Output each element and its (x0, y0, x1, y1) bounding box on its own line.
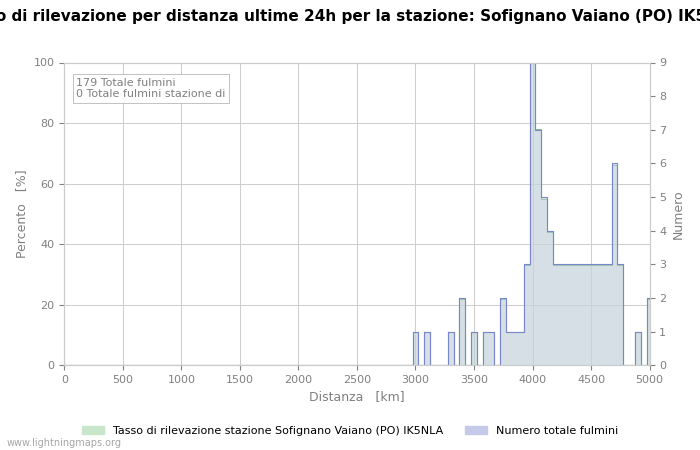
Y-axis label: Numero: Numero (672, 189, 685, 239)
Y-axis label: Percento   [%]: Percento [%] (15, 170, 28, 258)
Text: Tasso di rilevazione per distanza ultime 24h per la stazione: Sofignano Vaiano (: Tasso di rilevazione per distanza ultime… (0, 9, 700, 24)
Text: 179 Totale fulmini
0 Totale fulmini stazione di: 179 Totale fulmini 0 Totale fulmini staz… (76, 78, 225, 99)
X-axis label: Distanza   [km]: Distanza [km] (309, 391, 405, 404)
Text: www.lightningmaps.org: www.lightningmaps.org (7, 437, 122, 447)
Legend: Tasso di rilevazione stazione Sofignano Vaiano (PO) IK5NLA, Numero totale fulmin: Tasso di rilevazione stazione Sofignano … (77, 421, 623, 440)
